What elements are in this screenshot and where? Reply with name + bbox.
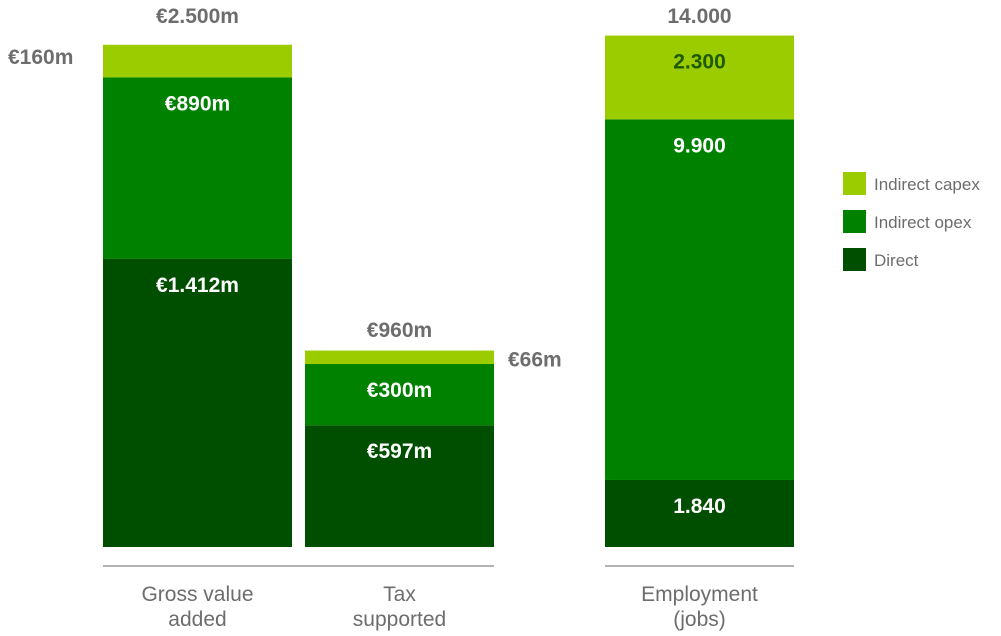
- segment-label-0-1: €890m: [165, 92, 230, 115]
- category-label-2-line-0: Employment: [641, 583, 758, 606]
- segment-label-2-2: 2.300: [673, 51, 726, 74]
- bar-indirect-opex-1: [305, 364, 494, 426]
- category-label-0-line-0: Gross value: [141, 583, 253, 606]
- segment-label-outside-1: €66m: [508, 349, 562, 372]
- bar-indirect-capex-1: [305, 350, 494, 365]
- total-label-1: €960m: [367, 319, 432, 342]
- legend-label-2: Direct: [874, 251, 919, 270]
- segment-label-2-0: 1.840: [673, 495, 726, 518]
- category-label-0-line-1: added: [168, 608, 226, 631]
- segment-label-0-0: €1.412m: [156, 274, 239, 297]
- bar-direct-1: [305, 425, 494, 547]
- legend-swatch-1: [843, 210, 866, 233]
- bar-indirect-opex-2: [605, 119, 794, 480]
- bar-indirect-capex-2: [605, 35, 794, 120]
- bar-indirect-opex-0: [103, 77, 292, 259]
- bar-direct-2: [605, 479, 794, 547]
- category-label-1-line-1: supported: [353, 608, 446, 631]
- legend-label-1: Indirect opex: [874, 213, 972, 232]
- legend-swatch-0: [843, 172, 866, 195]
- segment-label-2-1: 9.900: [673, 134, 726, 157]
- bar-direct-0: [103, 258, 292, 547]
- bar-indirect-capex-0: [103, 44, 292, 78]
- legend-label-0: Indirect capex: [874, 175, 980, 194]
- total-label-2: 14.000: [667, 5, 731, 28]
- total-label-0: €2.500m: [156, 5, 239, 28]
- category-label-2-line-1: (jobs): [673, 608, 726, 631]
- segment-label-1-0: €597m: [367, 440, 432, 463]
- segment-label-outside-0: €160m: [8, 46, 73, 69]
- category-label-1-line-0: Tax: [383, 583, 416, 606]
- legend-swatch-2: [843, 248, 866, 271]
- segment-label-1-1: €300m: [367, 379, 432, 402]
